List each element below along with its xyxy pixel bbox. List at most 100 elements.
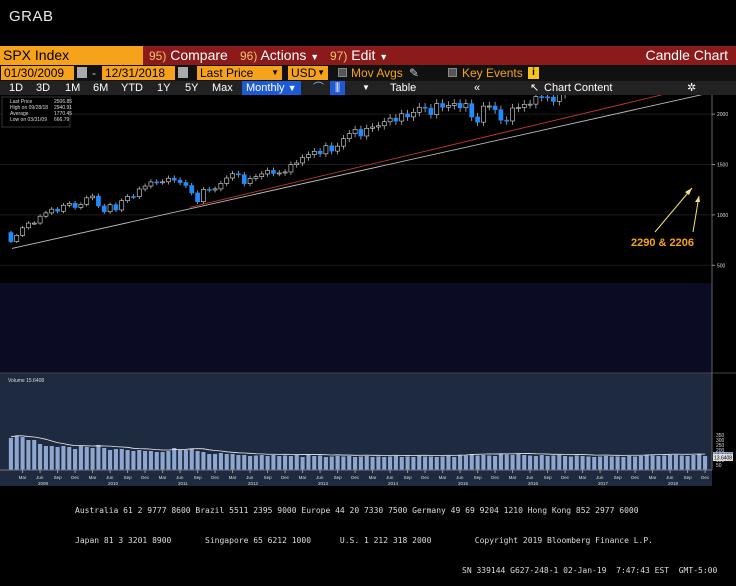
frequency-select[interactable]: Monthly ▼	[242, 81, 301, 95]
candle	[311, 150, 317, 155]
volume-bar	[102, 448, 107, 470]
candle	[335, 145, 340, 152]
collapse-icon[interactable]: «	[474, 82, 481, 94]
volume-bar	[493, 456, 498, 470]
pencil-icon[interactable]: ✎	[409, 66, 420, 80]
x-month-label: Sep	[474, 475, 483, 480]
footer-line3: SN 339144 G627-248-1 02-Jan-19 7:47:43 E…	[462, 566, 718, 575]
volume-bar	[271, 455, 276, 470]
candle	[393, 117, 399, 122]
volume-bars	[8, 435, 708, 470]
period-max[interactable]: Max	[212, 82, 233, 94]
candle	[72, 203, 78, 208]
gear-icon[interactable]: ✲	[687, 82, 697, 94]
x-month-label: Mar	[159, 475, 167, 480]
x-month-label: Jun	[526, 475, 534, 480]
chart-type-label[interactable]: Candle Chart	[645, 47, 729, 63]
compare-menu[interactable]: 95) Compare	[149, 46, 228, 65]
candle	[253, 176, 259, 179]
volume-bar	[358, 456, 363, 470]
candle	[416, 106, 422, 113]
key-events-label[interactable]: Key Events	[462, 66, 523, 80]
calendar-icon[interactable]	[178, 67, 188, 78]
period-6m[interactable]: 6M	[93, 82, 109, 94]
x-month-label: Sep	[684, 475, 693, 480]
candle	[288, 164, 294, 173]
x-year-label: 2012	[248, 481, 259, 486]
start-date-field[interactable]: 01/30/2009	[1, 66, 74, 80]
volume-bar	[568, 456, 573, 470]
period-1m[interactable]: 1M	[65, 82, 81, 94]
info-icon[interactable]: i	[528, 67, 539, 79]
candle	[78, 204, 84, 208]
volume-bar	[201, 452, 206, 470]
volume-bar	[323, 457, 328, 470]
price-field-select[interactable]: Last Price ▼	[197, 66, 282, 80]
key-events-checkbox[interactable]	[448, 68, 457, 77]
candle	[224, 177, 230, 184]
footer-line1: Australia 61 2 9777 8600 Brazil 5511 239…	[75, 506, 639, 515]
volume-bar	[475, 455, 480, 470]
chevron-down-icon: ▼	[287, 83, 297, 93]
candle	[14, 235, 20, 242]
period-5y[interactable]: 5Y	[185, 82, 199, 94]
candle	[66, 203, 72, 206]
x-month-label: Jun	[106, 475, 114, 480]
mov-avgs-checkbox[interactable]	[338, 68, 347, 77]
currency-select[interactable]: USD ▼	[288, 66, 328, 80]
volume-bar	[61, 446, 66, 470]
volume-bar	[131, 451, 136, 470]
volume-bar	[533, 456, 538, 470]
volume-legend: Volume 15.6408	[8, 378, 44, 384]
x-year-label: 2009	[38, 481, 49, 486]
x-axis: Mar Jun Sep Dec Mar Jun Sep Dec Mar Jun Sep Dec Mar J…	[0, 469, 712, 486]
chevron-down-icon[interactable]: ▼	[362, 83, 370, 92]
candle-chart-icon[interactable]: ⫼	[330, 81, 345, 95]
actions-label: Actions	[260, 47, 307, 63]
calendar-icon[interactable]	[77, 67, 87, 78]
actions-menu[interactable]: 96) Actions ▼	[240, 46, 319, 65]
price-field-label: Last Price	[200, 66, 254, 80]
candle	[160, 181, 165, 184]
x-month-label: Mar	[369, 475, 377, 480]
end-date-field[interactable]: 12/31/2018	[102, 66, 175, 80]
period-ytd[interactable]: YTD	[121, 82, 143, 94]
chart-content-icon[interactable]: ↖	[530, 82, 540, 94]
period-3d[interactable]: 3D	[36, 82, 51, 94]
chart-content-button[interactable]: Chart Content	[544, 82, 613, 94]
candle	[539, 96, 545, 98]
period-1y[interactable]: 1Y	[157, 82, 171, 94]
command-toolbar: SPX Index 95) Compare 96) Actions ▼ 97) …	[0, 46, 736, 65]
table-button[interactable]: Table	[390, 82, 417, 94]
volume-bar	[557, 455, 562, 470]
volume-bar	[615, 456, 620, 470]
volume-axis: 3503002502001501005015.640813.6408	[711, 373, 733, 470]
x-year-label: 2010	[108, 481, 119, 486]
edit-label: Edit	[351, 47, 376, 63]
mov-avgs-label[interactable]: Mov Avgs	[351, 66, 403, 80]
footer: Australia 61 2 9777 8600 Brazil 5511 239…	[0, 486, 736, 586]
x-month-label: Sep	[54, 475, 63, 480]
volume-bar	[399, 457, 404, 470]
volume-bar	[113, 449, 118, 470]
volume-bar	[119, 449, 124, 470]
volume-bar	[288, 456, 293, 470]
candle	[259, 173, 265, 177]
x-month-label: Jun	[386, 475, 394, 480]
edit-menu[interactable]: 97) Edit ▼	[330, 46, 388, 65]
candle	[381, 121, 387, 127]
volume-bar	[341, 456, 346, 470]
trendline-annotation: 2290 & 2206	[631, 237, 694, 249]
legend-average-label: Average	[10, 111, 29, 117]
volume-bar	[178, 450, 183, 470]
period-1d[interactable]: 1D	[9, 82, 24, 94]
legend-high-value: 2940.91	[54, 105, 72, 111]
volume-bar	[487, 455, 492, 470]
candle	[61, 204, 66, 212]
ticker-field[interactable]: SPX Index	[0, 46, 143, 65]
line-chart-icon[interactable]: ⌒	[313, 82, 324, 94]
x-month-label: Sep	[194, 475, 203, 480]
volume-bar	[388, 456, 393, 470]
volume-bar	[376, 456, 381, 470]
chart-area[interactable]: 300025002000150010005002506.85 350300250…	[0, 95, 736, 486]
